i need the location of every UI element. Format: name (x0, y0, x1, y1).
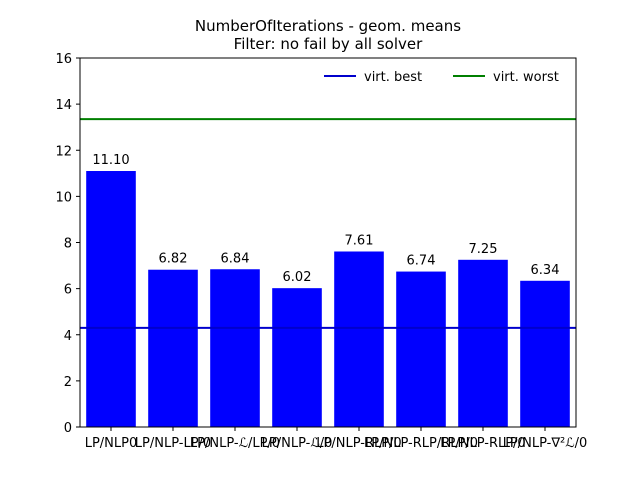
legend-label: virt. best (364, 70, 422, 85)
data-label: 7.25 (469, 242, 498, 257)
bar (210, 269, 260, 427)
bar (86, 171, 136, 427)
bar (148, 269, 198, 427)
data-label: 6.84 (221, 251, 250, 266)
y-tick-label: 6 (64, 283, 72, 298)
y-tick-label: 8 (64, 237, 72, 252)
data-label: 6.82 (159, 252, 188, 267)
x-tick-label: LP/NLP0 (85, 436, 138, 451)
bar (396, 271, 446, 427)
legend-label: virt. worst (493, 70, 559, 85)
x-tick-label: LP/NLP-ℒ/0 (262, 436, 333, 451)
bar (520, 280, 570, 427)
y-tick-label: 16 (55, 52, 72, 67)
chart-subtitle: Filter: no fail by all solver (234, 35, 423, 53)
data-label: 11.10 (92, 153, 129, 168)
x-tick-label: LP/NLP-RLP/0 (440, 436, 525, 451)
x-tick-label: LP/NLP-ℒ/LP/0 (190, 436, 280, 451)
data-label: 6.02 (283, 270, 312, 285)
y-tick-label: 0 (64, 421, 72, 436)
y-tick-label: 4 (64, 329, 72, 344)
data-label: 7.61 (345, 233, 374, 248)
bar (334, 251, 384, 427)
bar (458, 259, 508, 427)
y-tick-label: 10 (55, 190, 72, 205)
chart-title: NumberOfIterations - geom. means (195, 17, 461, 35)
x-tick-label: LP/NLP-RLP/RLP/0 (364, 436, 478, 451)
x-tick-label: LP/NLP-∇²ℒ/0 (503, 436, 588, 451)
y-tick-label: 2 (64, 375, 72, 390)
data-label: 6.34 (531, 263, 560, 278)
y-tick-label: 14 (55, 98, 72, 113)
y-tick-label: 12 (55, 144, 72, 159)
x-tick-label: LP/NLP-LP/0 (135, 436, 211, 451)
data-label: 6.74 (407, 254, 436, 269)
x-tick-label: LP/NLP-RLP/0 (316, 436, 401, 451)
bar (272, 288, 322, 427)
plot-area: 11.10 6.82 6.84 6.02 7.61 6.74 7.25 6.34 0 2 4 6 8 10… (55, 52, 587, 451)
